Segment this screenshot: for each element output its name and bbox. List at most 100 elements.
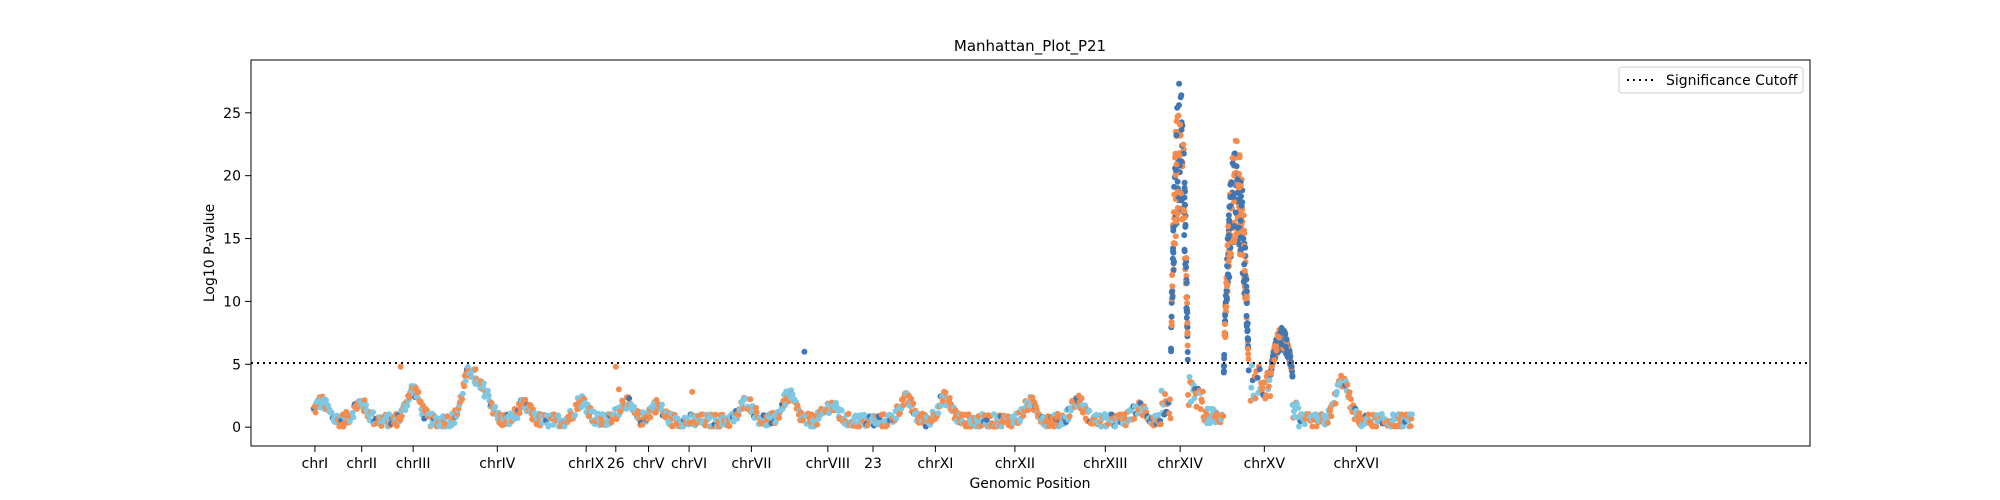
data-point: [1282, 343, 1289, 350]
data-point: [485, 392, 492, 399]
data-point: [1182, 223, 1189, 230]
data-point: [1169, 288, 1176, 294]
data-point: [346, 418, 353, 425]
data-point: [615, 386, 622, 393]
data-point: [1184, 309, 1191, 316]
data-point: [462, 378, 469, 384]
x-tick-label: chrXIV: [1157, 456, 1203, 472]
data-point: [1184, 349, 1191, 355]
data-point: [1170, 267, 1177, 274]
data-point: [1026, 402, 1033, 409]
data-point: [1234, 181, 1241, 188]
x-tick-label: chrV: [633, 456, 665, 472]
data-point: [561, 423, 568, 430]
data-point: [1183, 305, 1190, 312]
data-point: [1268, 363, 1275, 370]
data-point: [856, 423, 863, 430]
data-point: [480, 384, 487, 391]
data-point: [814, 421, 821, 428]
data-point: [350, 414, 357, 421]
data-point: [1169, 294, 1176, 301]
data-point: [578, 404, 585, 410]
data-point: [1172, 172, 1179, 178]
data-point: [472, 366, 479, 373]
data-point: [1237, 217, 1244, 224]
data-point: [1184, 342, 1191, 349]
data-point: [1236, 171, 1243, 177]
data-point: [1170, 224, 1177, 231]
data-point: [1054, 410, 1061, 417]
data-point: [1186, 373, 1193, 380]
data-point: [1252, 395, 1259, 402]
data-point: [1225, 234, 1232, 241]
x-tick-label: chrVII: [731, 456, 771, 472]
data-point: [1235, 224, 1242, 231]
data-point: [1191, 395, 1198, 402]
data-point: [1078, 395, 1085, 402]
data-point: [1171, 191, 1178, 198]
data-point: [1175, 112, 1182, 119]
data-point: [1276, 334, 1283, 341]
data-point: [1220, 368, 1227, 374]
data-point: [1184, 319, 1191, 326]
data-point: [1265, 383, 1272, 390]
data-point: [1184, 300, 1191, 307]
data-point: [1162, 391, 1168, 398]
data-point: [361, 397, 368, 404]
data-point: [801, 348, 808, 355]
data-point: [1261, 379, 1268, 386]
data-point: [1244, 328, 1251, 335]
data-point: [1229, 238, 1236, 245]
x-tick-label: chrXVI: [1334, 456, 1380, 472]
data-point: [459, 390, 466, 397]
data-point: [1283, 336, 1290, 343]
data-point: [1181, 179, 1188, 186]
data-point: [1173, 161, 1180, 168]
data-point: [1184, 356, 1191, 363]
data-point: [1169, 272, 1176, 278]
data-point: [1224, 242, 1231, 249]
data-point: [1226, 203, 1233, 210]
x-axis-title: Genomic Position: [969, 476, 1090, 492]
data-point: [1177, 190, 1184, 197]
data-point: [1309, 423, 1316, 430]
data-point: [1180, 141, 1187, 148]
data-point: [404, 402, 411, 409]
data-point: [1183, 272, 1190, 279]
data-point: [893, 415, 900, 422]
data-point: [1223, 303, 1230, 310]
data-point: [1226, 253, 1233, 260]
data-point: [516, 410, 523, 417]
data-point: [1174, 178, 1181, 185]
data-point: [1179, 216, 1186, 223]
data-point: [1245, 356, 1252, 363]
data-point: [1225, 212, 1232, 219]
data-point: [942, 389, 949, 396]
x-axis: chrI chrII chrIII chrIV chrIX 26 chrV chrVI chrV…: [302, 446, 1379, 472]
data-point: [1233, 138, 1240, 145]
data-point: [1066, 413, 1073, 420]
x-tick-label: chrI: [302, 456, 328, 472]
data-point: [789, 391, 796, 398]
data-point: [451, 420, 458, 427]
data-point: [1168, 319, 1175, 325]
data-point: [845, 410, 852, 417]
data-point: [1170, 249, 1177, 256]
data-point: [1183, 294, 1190, 301]
data-point: [1238, 229, 1245, 236]
data-point: [349, 409, 356, 416]
data-point: [459, 396, 466, 403]
data-point: [1173, 218, 1180, 225]
data-point: [1168, 348, 1175, 355]
data-point: [1356, 410, 1363, 417]
x-tick-label: chrIII: [396, 456, 431, 472]
data-point: [461, 383, 468, 390]
data-point: [1399, 423, 1406, 430]
data-point: [1271, 343, 1278, 350]
data-point: [1324, 419, 1331, 426]
x-tick-label: chrXI: [917, 456, 953, 472]
data-point: [1267, 393, 1274, 400]
data-point: [363, 401, 369, 408]
data-point: [1177, 94, 1184, 101]
